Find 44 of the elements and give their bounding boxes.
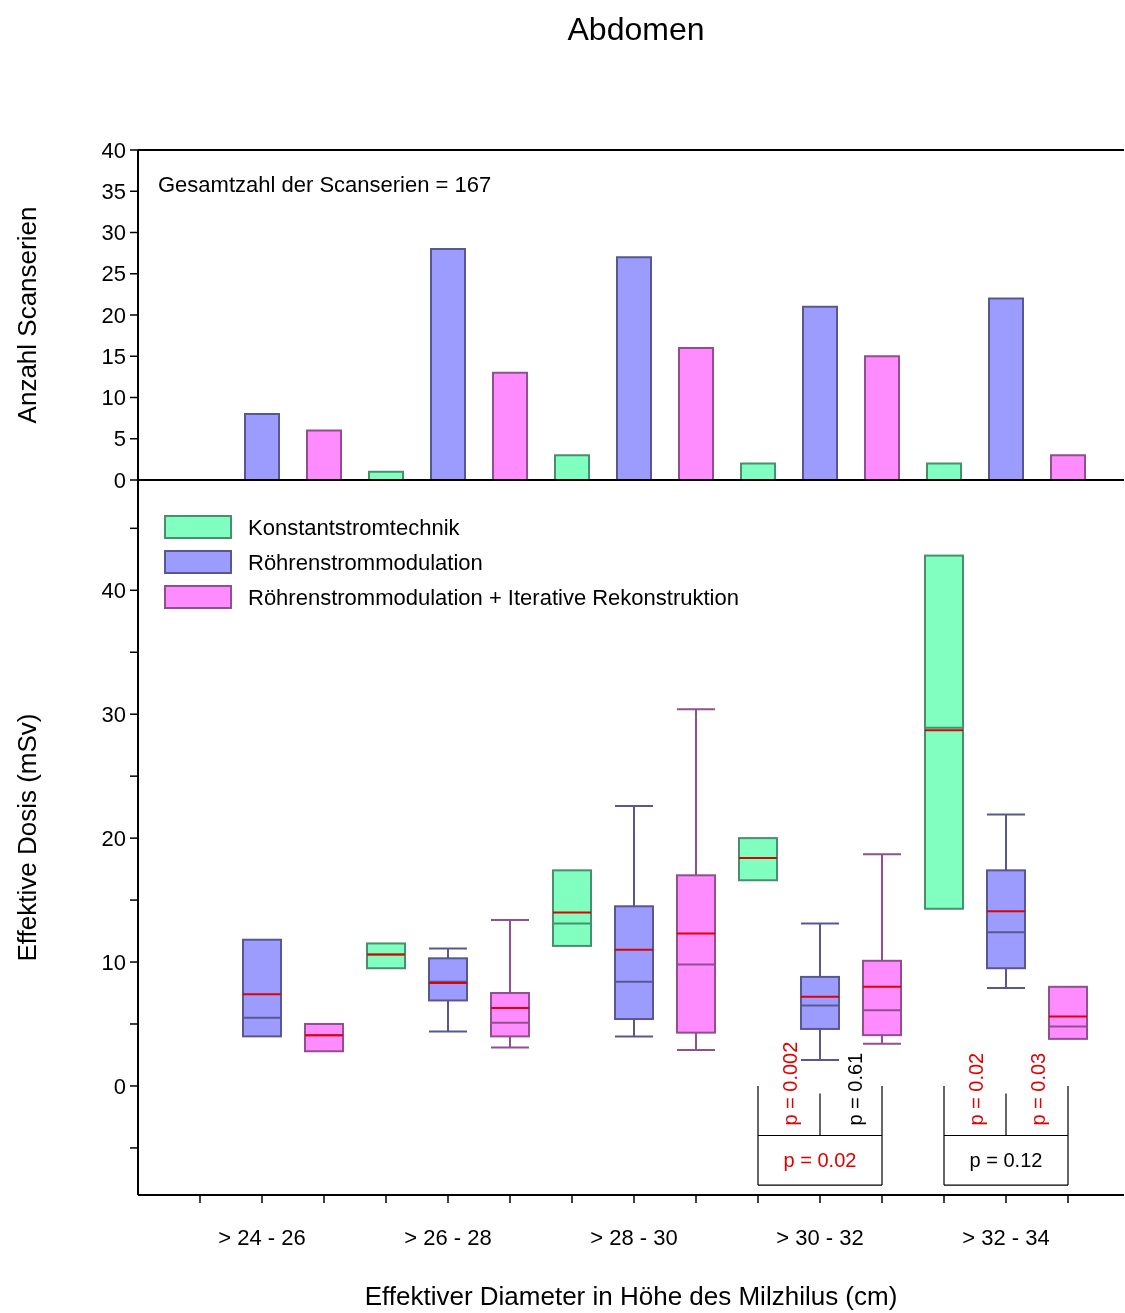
y-tick-label: 5 (113, 426, 126, 452)
bar (554, 454, 590, 481)
y-axis-title: Anzahl Scanserien (12, 206, 42, 424)
y-tick-label: 10 (101, 949, 126, 975)
bar (988, 297, 1024, 481)
legend-label: Röhrenstrommodulation (248, 549, 483, 575)
y-tick-label: 15 (101, 343, 126, 369)
annotation: p = 0.61 (844, 1052, 867, 1126)
x-tick-label: > 24 - 26 (218, 1225, 306, 1250)
annotation: Gesamtzahl der Scanserien = 167 (158, 172, 492, 197)
y-tick-label: 25 (101, 261, 126, 287)
annotation: p = 0.02 (965, 1052, 987, 1126)
y-tick-label: 0 (113, 467, 126, 493)
annotation: p = 0.12 (969, 1149, 1043, 1172)
y-tick-label: 30 (101, 701, 126, 727)
x-tick-label: > 26 - 28 (404, 1225, 492, 1250)
annotation: p = 0.03 (1027, 1052, 1049, 1126)
y-tick-label: 10 (101, 385, 126, 411)
y-tick-label: 40 (101, 137, 126, 163)
x-tick-label: > 30 - 32 (776, 1225, 864, 1250)
bar (1050, 454, 1086, 481)
bar (864, 355, 900, 481)
y-tick-label: 40 (101, 577, 126, 603)
x-tick-label: > 28 - 30 (590, 1225, 678, 1250)
y-axis-title: Effektive Dosis (mSv) (12, 713, 42, 962)
y-tick-label: 20 (101, 825, 126, 851)
y-tick-label: 30 (101, 220, 126, 246)
x-axis-title: Effektiver Diameter in Höhe des Milzhilus (cm) (364, 1281, 898, 1311)
bar (306, 429, 342, 481)
legend-label: Konstantstromtechnik (248, 514, 461, 540)
annotation: p = 0.002 (779, 1041, 801, 1126)
bar (244, 413, 280, 481)
bar (430, 248, 466, 481)
bar (678, 347, 714, 481)
x-tick-label: > 32 - 34 (962, 1225, 1050, 1250)
y-tick-label: 35 (101, 178, 126, 204)
annotation: p = 0.02 (783, 1149, 857, 1172)
bar (492, 371, 528, 481)
bar (616, 256, 652, 481)
legend-label: Röhrenstrommodulation + Iterative Rekonstruktion (248, 584, 739, 610)
bar (802, 305, 838, 481)
chart-title: Abdomen (567, 11, 705, 47)
y-tick-label: 0 (113, 1073, 126, 1099)
y-tick-label: 20 (101, 302, 126, 328)
